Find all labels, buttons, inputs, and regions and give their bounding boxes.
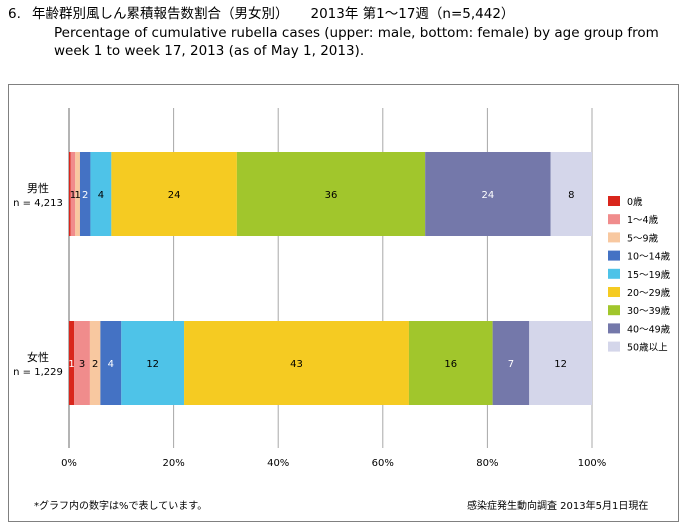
legend-label: 1～4歳 xyxy=(627,214,659,226)
legend-label: 50歳以上 xyxy=(627,342,668,354)
bar-segment xyxy=(75,152,80,236)
category-label: 男性 xyxy=(27,181,49,195)
data-label: 36 xyxy=(325,190,338,201)
legend-swatch xyxy=(608,214,620,225)
bar-segment xyxy=(89,321,101,405)
legend-swatch xyxy=(608,323,620,334)
bar-segment xyxy=(100,321,122,405)
data-label: 1 xyxy=(68,359,74,370)
title-en-1: Percentage of cumulative rubella cases (… xyxy=(54,25,659,41)
legend-swatch xyxy=(608,232,620,243)
legend-label: 5～9歳 xyxy=(627,232,659,244)
data-label: 43 xyxy=(290,359,303,370)
data-label: 2 xyxy=(92,359,98,370)
data-label: 1 xyxy=(70,190,76,201)
figure-number: 6. xyxy=(8,6,21,22)
bar-segment xyxy=(69,152,71,236)
category-n-label: n = 1,229 xyxy=(13,367,63,378)
bar-segment xyxy=(70,152,76,236)
title-range: 2013年 第1～17週（n=5,442） xyxy=(310,6,515,22)
legend-label: 10～14歳 xyxy=(627,251,671,263)
bar-segment xyxy=(550,152,592,236)
data-label: 12 xyxy=(146,359,159,370)
legend-label: 20～29歳 xyxy=(627,287,671,299)
bar-segment xyxy=(184,321,409,405)
legend-swatch xyxy=(608,268,620,279)
bar-segment xyxy=(79,152,91,236)
legend-swatch xyxy=(608,341,620,352)
data-label: 7 xyxy=(508,359,514,370)
data-label: 1 xyxy=(74,190,80,201)
source-note: 感染症発生動向調査 2013年5月1日現在 xyxy=(467,501,649,512)
data-label: 4 xyxy=(98,190,104,201)
category-label: 女性 xyxy=(27,350,49,364)
legend-label: 40～49歳 xyxy=(627,323,671,335)
data-label: 2 xyxy=(82,190,88,201)
legend-swatch xyxy=(608,305,620,316)
data-label: 16 xyxy=(444,359,457,370)
legend-swatch xyxy=(608,287,620,297)
data-label: 24 xyxy=(168,190,181,201)
x-tick-label: 0% xyxy=(61,458,77,469)
legend-swatch xyxy=(608,250,620,261)
bar-segment xyxy=(121,321,185,405)
bar-segment xyxy=(90,152,112,236)
title-ja-line: 6. 年齢群別風しん累積報告数割合（男女別） 2013年 第1～17週（n=5,44… xyxy=(8,4,678,24)
data-label: 8 xyxy=(568,190,574,201)
bar-segment xyxy=(236,152,426,236)
category-n-label: n = 4,213 xyxy=(13,198,63,209)
bar-segment xyxy=(74,321,90,405)
bar-segment xyxy=(529,321,592,405)
data-label: 4 xyxy=(108,359,114,370)
bar-segment xyxy=(111,152,237,236)
legend-swatch xyxy=(608,196,620,206)
x-tick-label: 40% xyxy=(267,458,289,469)
legend-label: 15～19歳 xyxy=(627,269,671,281)
data-label: 24 xyxy=(482,190,495,201)
chart-header: 6. 年齢群別風しん累積報告数割合（男女別） 2013年 第1～17週（n=5,44… xyxy=(8,4,678,60)
title-en-2: week 1 to week 17, 2013 (as of May 1, 20… xyxy=(54,43,365,59)
x-tick-label: 20% xyxy=(162,458,184,469)
legend-label: 0歳 xyxy=(627,196,643,208)
bar-segment xyxy=(69,321,75,405)
footnote: *グラフ内の数字は%で表しています。 xyxy=(34,501,208,512)
data-label: 12 xyxy=(554,359,567,370)
title-ja: 年齢群別風しん累積報告数割合（男女別） xyxy=(32,6,289,22)
bar-segment xyxy=(425,152,551,236)
x-tick-label: 60% xyxy=(372,458,394,469)
bar-segment xyxy=(408,321,493,405)
legend-label: 30～39歳 xyxy=(627,305,671,317)
x-tick-label: 80% xyxy=(476,458,498,469)
data-label: 3 xyxy=(79,359,85,370)
bar-segment xyxy=(492,321,530,405)
x-tick-label: 100% xyxy=(578,458,607,469)
